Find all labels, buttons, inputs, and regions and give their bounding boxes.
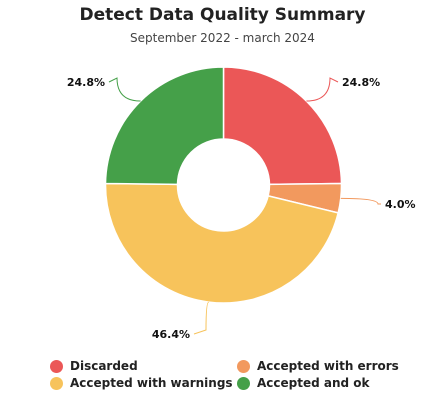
legend-swatch	[237, 359, 250, 373]
pie-slice-discarded[interactable]	[222, 66, 343, 186]
legend-item[interactable]: Accepted and ok	[237, 376, 370, 390]
legend-swatch	[50, 376, 63, 390]
legend-label: Accepted with warnings	[70, 376, 233, 390]
data-label: 46.4%	[152, 328, 190, 341]
leader-line	[306, 77, 339, 102]
pie-slice-accepted-and-ok[interactable]	[104, 66, 225, 186]
pie-slice-accepted-with-warnings[interactable]	[104, 182, 340, 304]
data-label: 4.0%	[385, 198, 416, 211]
leader-line	[193, 301, 209, 335]
chart-subtitle: September 2022 - march 2024	[130, 31, 315, 45]
legend-label: Accepted and ok	[257, 376, 370, 390]
data-label: 24.8%	[67, 76, 105, 89]
leader-line	[340, 197, 381, 205]
legend-label: Discarded	[70, 359, 138, 373]
leader-line	[108, 77, 141, 102]
data-label: 24.8%	[342, 76, 380, 89]
legend-swatch	[50, 359, 63, 373]
legend-swatch	[237, 376, 250, 390]
legend-item[interactable]: Discarded	[50, 359, 138, 373]
legend-item[interactable]: Accepted with warnings	[50, 376, 233, 390]
legend-item[interactable]: Accepted with errors	[237, 359, 399, 373]
chart-title: Detect Data Quality Summary	[79, 5, 366, 25]
legend-label: Accepted with errors	[257, 359, 399, 373]
